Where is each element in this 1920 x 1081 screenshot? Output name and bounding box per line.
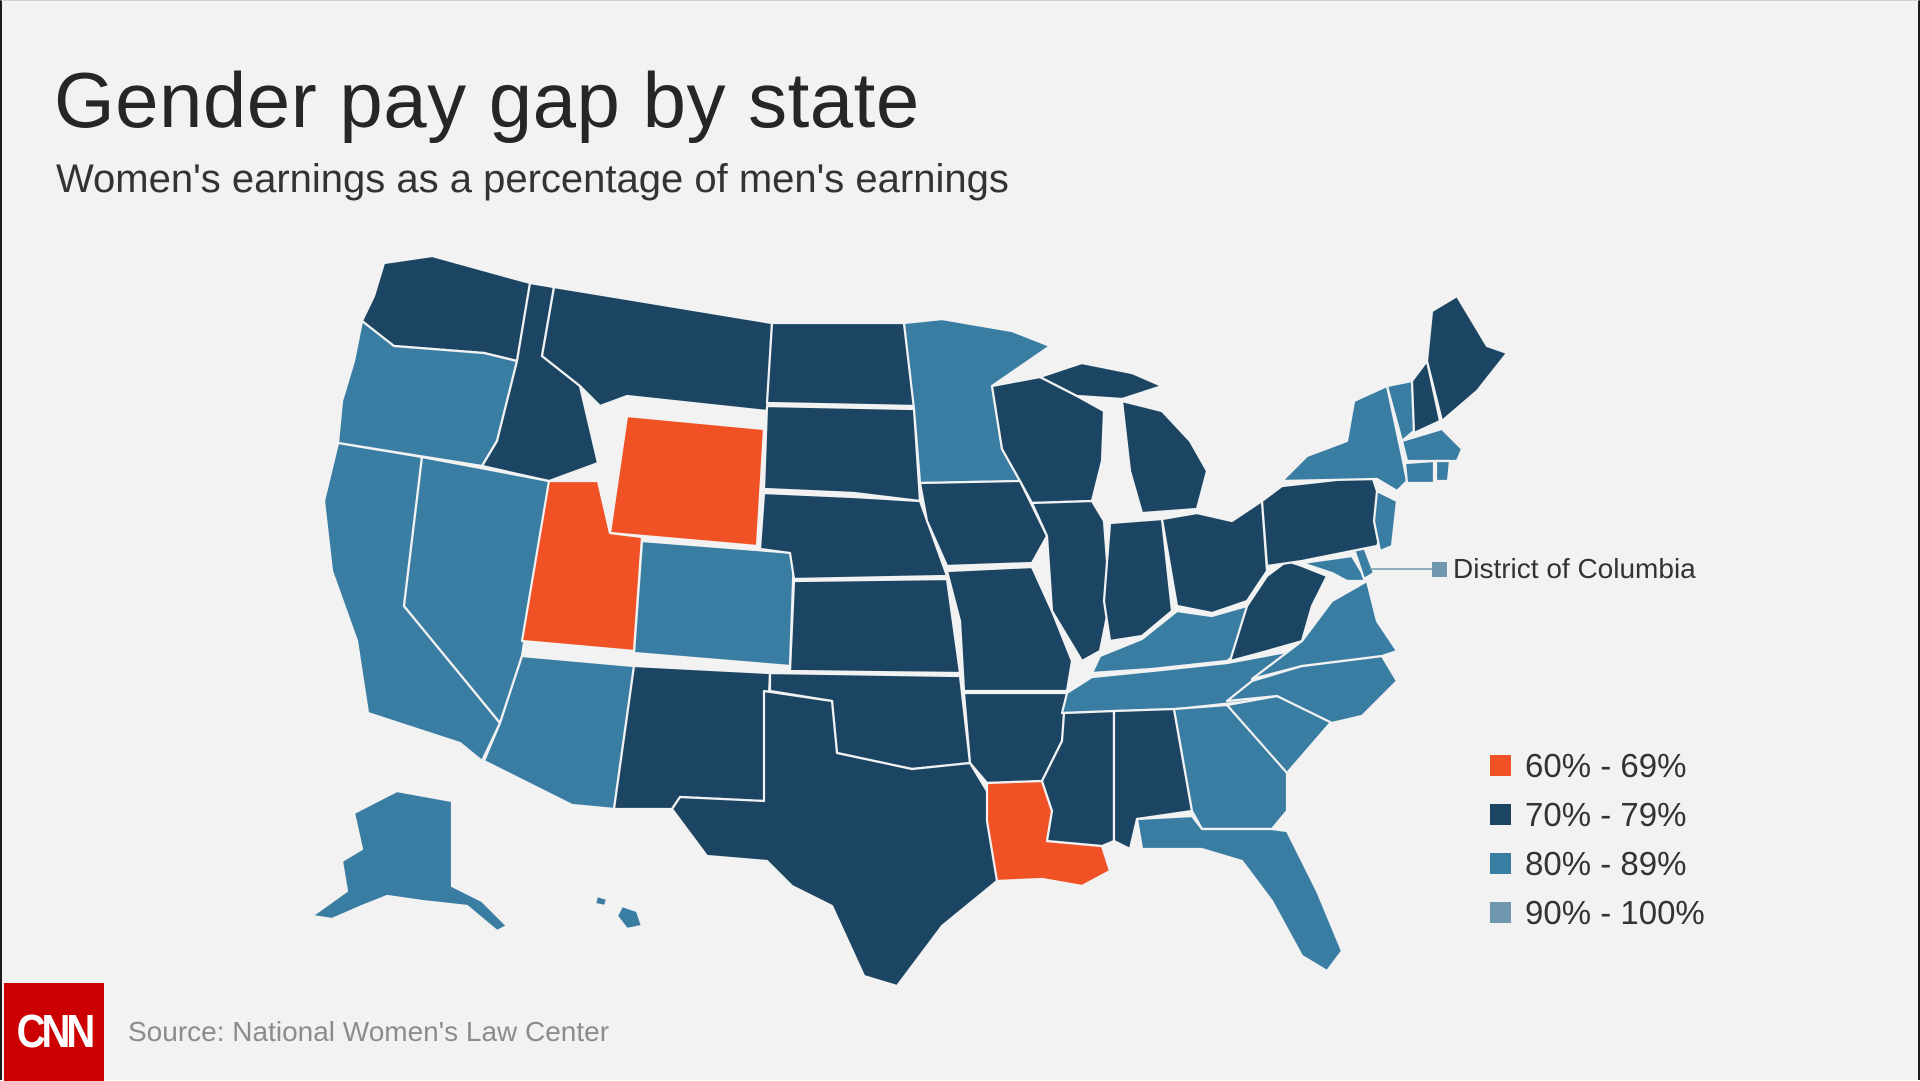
state-ma bbox=[1400, 427, 1464, 463]
legend-swatch bbox=[1490, 804, 1511, 825]
legend-label: 60% - 69% bbox=[1525, 746, 1687, 784]
state-ak bbox=[310, 789, 509, 933]
state-md bbox=[1300, 554, 1369, 583]
state-sd bbox=[762, 404, 922, 503]
legend-label: 80% - 89% bbox=[1525, 844, 1687, 882]
state-mi bbox=[1120, 399, 1209, 515]
page-subtitle: Women's earnings as a percentage of men'… bbox=[56, 157, 1009, 201]
legend-swatch bbox=[1490, 755, 1511, 776]
state-nc bbox=[1225, 654, 1399, 725]
state-me bbox=[1425, 294, 1509, 423]
state-ne bbox=[758, 491, 949, 581]
legend-swatch bbox=[1490, 853, 1511, 874]
legend-label: 90% - 100% bbox=[1525, 893, 1705, 931]
legend-item: 90% - 100% bbox=[1490, 888, 1705, 937]
state-ri bbox=[1434, 459, 1452, 483]
state-pa bbox=[1260, 474, 1389, 568]
legend: 60% - 69% 70% - 79% 80% - 89% 90% - 100% bbox=[1490, 741, 1705, 937]
dc-label: District of Columbia bbox=[1453, 553, 1696, 584]
state-va bbox=[1250, 579, 1399, 681]
state-oh bbox=[1160, 499, 1269, 615]
state-ks bbox=[788, 577, 962, 675]
state-ut bbox=[520, 479, 644, 653]
state-il bbox=[1030, 499, 1112, 663]
state-wv bbox=[1228, 559, 1329, 663]
state-wy bbox=[608, 414, 766, 548]
state-ny bbox=[1280, 384, 1409, 493]
state-nm bbox=[612, 664, 772, 811]
legend-item: 80% - 89% bbox=[1490, 839, 1705, 888]
state-co bbox=[632, 539, 796, 668]
cnn-logo-text: CNN bbox=[16, 1006, 96, 1057]
state-nj bbox=[1372, 489, 1399, 553]
dc-callout: District of Columbia bbox=[1432, 553, 1696, 585]
state-mo bbox=[945, 565, 1074, 693]
legend-item: 60% - 69% bbox=[1490, 741, 1705, 790]
state-fl bbox=[1135, 814, 1344, 973]
state-nh bbox=[1410, 359, 1442, 435]
state-tx bbox=[670, 689, 999, 988]
state-ct bbox=[1403, 459, 1436, 485]
state-mi-up bbox=[1038, 361, 1164, 401]
legend-label: 70% - 79% bbox=[1525, 795, 1687, 833]
legend-swatch bbox=[1490, 902, 1511, 923]
page-title: Gender pay gap by state bbox=[54, 56, 920, 144]
source-note: Source: National Women's Law Center bbox=[128, 1016, 610, 1047]
cnn-logo: CNN bbox=[4, 983, 104, 1081]
state-hi bbox=[593, 894, 644, 931]
state-nd bbox=[765, 321, 916, 408]
dc-swatch bbox=[1432, 561, 1447, 577]
legend-item: 70% - 79% bbox=[1490, 790, 1705, 839]
